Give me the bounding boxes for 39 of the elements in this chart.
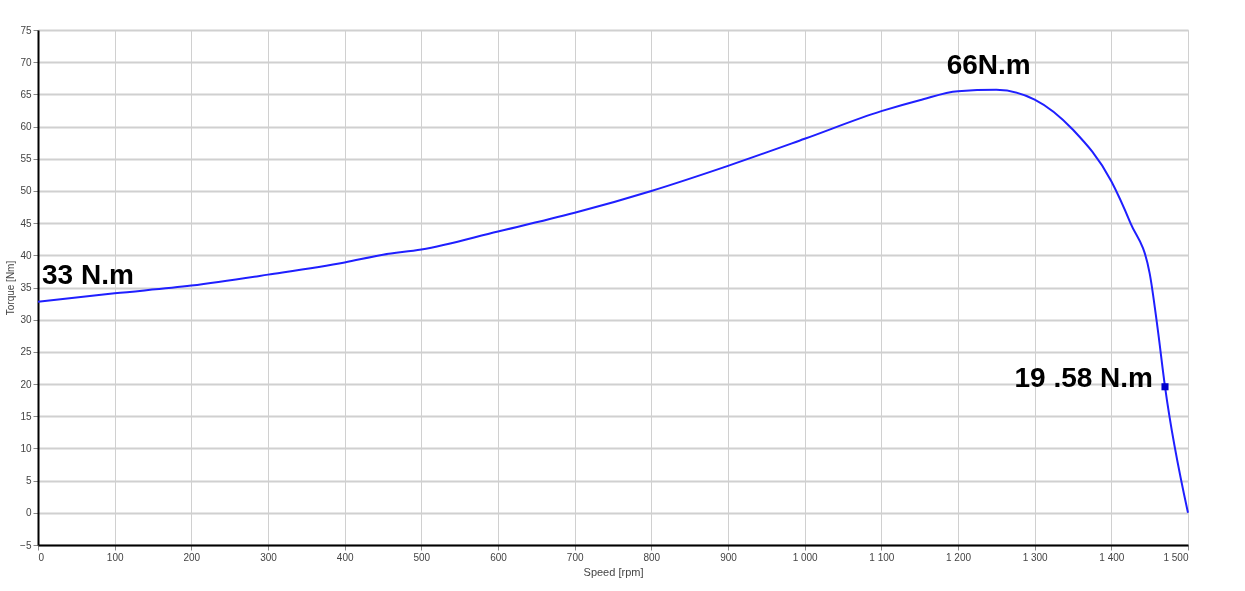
line-series — [37, 88, 1189, 514]
y-tick-label: 20 — [20, 378, 32, 390]
y-tick-label: 70 — [20, 56, 32, 68]
y-tick-label: 0 — [25, 507, 32, 519]
x-axis-title: Speed [rpm] — [583, 565, 644, 578]
x-tick-label: 1 200 — [945, 551, 972, 563]
y-tick-label: 55 — [20, 153, 32, 165]
x-tick-label: 1 000 — [792, 551, 819, 563]
y-tick-label: 15 — [20, 410, 32, 422]
x-tick-label: 100 — [106, 551, 124, 563]
y-tick-label: 50 — [20, 185, 32, 197]
x-tick-label: 0 — [38, 551, 45, 563]
x-tick-label: 600 — [490, 551, 508, 563]
y-tick-label: 45 — [20, 217, 32, 229]
x-tick-label: 700 — [566, 551, 584, 563]
y-tick-label: 5 — [25, 475, 32, 487]
y-tick-label: 30 — [20, 314, 32, 326]
x-tick-label: 900 — [720, 551, 738, 563]
annotation: 19 .58 N.m — [1014, 361, 1153, 393]
x-tick-label: 300 — [260, 551, 278, 563]
y-tick-label: 10 — [20, 442, 32, 454]
y-tick-label: 40 — [20, 249, 32, 261]
annotation: 66N.m — [946, 48, 1031, 80]
y-tick-label: −5 — [20, 539, 32, 551]
x-tick-label: 200 — [183, 551, 201, 563]
x-tick-label: 1 400 — [1099, 551, 1125, 563]
y-tick-label: 65 — [20, 88, 32, 100]
x-tick-label: 500 — [413, 551, 431, 563]
x-tick-label: 800 — [643, 551, 661, 563]
y-tick-label: 25 — [20, 346, 32, 358]
y-tick-label: 75 — [20, 24, 32, 36]
x-tick-label: 1 100 — [869, 551, 895, 563]
y-tick-label: 35 — [20, 282, 32, 293]
y-axis-title: Torque [Nm] — [5, 260, 17, 316]
x-tick-label: 1 500 — [1163, 551, 1189, 563]
x-tick-label: 1 300 — [1022, 551, 1049, 563]
y-tick-label: 60 — [20, 121, 32, 133]
x-tick-label: 400 — [336, 551, 354, 563]
annotation: 33 N.m — [42, 259, 134, 291]
